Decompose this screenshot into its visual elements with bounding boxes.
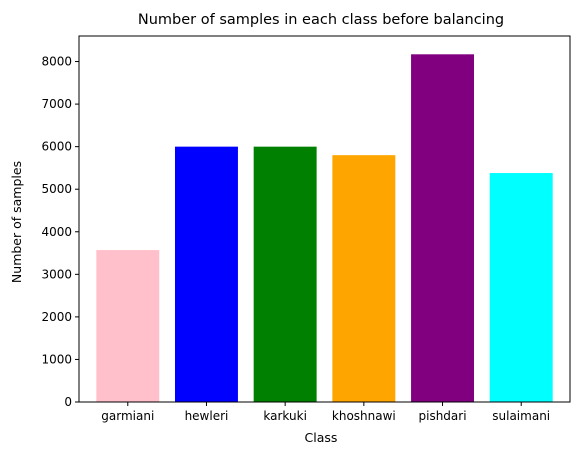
y-tick-label: 0 bbox=[64, 395, 72, 409]
x-tick-label: karkuki bbox=[263, 409, 307, 423]
x-axis-label: Class bbox=[305, 430, 338, 445]
bar-garmiani bbox=[96, 250, 160, 402]
y-tick-label: 2000 bbox=[41, 310, 72, 324]
y-tick-label: 7000 bbox=[41, 97, 72, 111]
y-tick-label: 1000 bbox=[41, 352, 72, 366]
bar-hewleri bbox=[174, 146, 238, 402]
x-axis-ticks: garmiani hewleri karkuki khoshnawi pishdari s… bbox=[101, 402, 550, 423]
x-tick-label: hewleri bbox=[185, 409, 229, 423]
x-tick-label: garmiani bbox=[101, 409, 154, 423]
y-tick-label: 5000 bbox=[41, 182, 72, 196]
y-tick-label: 4000 bbox=[41, 225, 72, 239]
bar-karkuki bbox=[253, 146, 317, 402]
chart-title: Number of samples in each class before b… bbox=[138, 12, 504, 28]
plot-frame bbox=[78, 35, 571, 403]
y-tick-label: 8000 bbox=[41, 55, 72, 69]
x-tick-label: khoshnawi bbox=[332, 409, 396, 423]
y-axis-ticks: 0 1000 2000 3000 4000 5000 6000 7000 8000 bbox=[41, 55, 79, 409]
bar-sulaimani bbox=[489, 173, 553, 402]
bars-group bbox=[96, 54, 553, 403]
y-axis-label: Number of samples bbox=[9, 161, 24, 283]
bar-pishdari bbox=[411, 54, 475, 403]
x-tick-label: pishdari bbox=[419, 409, 467, 423]
y-tick-label: 3000 bbox=[41, 267, 72, 281]
bar-khoshnawi bbox=[332, 155, 396, 402]
x-tick-label: sulaimani bbox=[492, 409, 550, 423]
y-tick-label: 6000 bbox=[41, 140, 72, 154]
